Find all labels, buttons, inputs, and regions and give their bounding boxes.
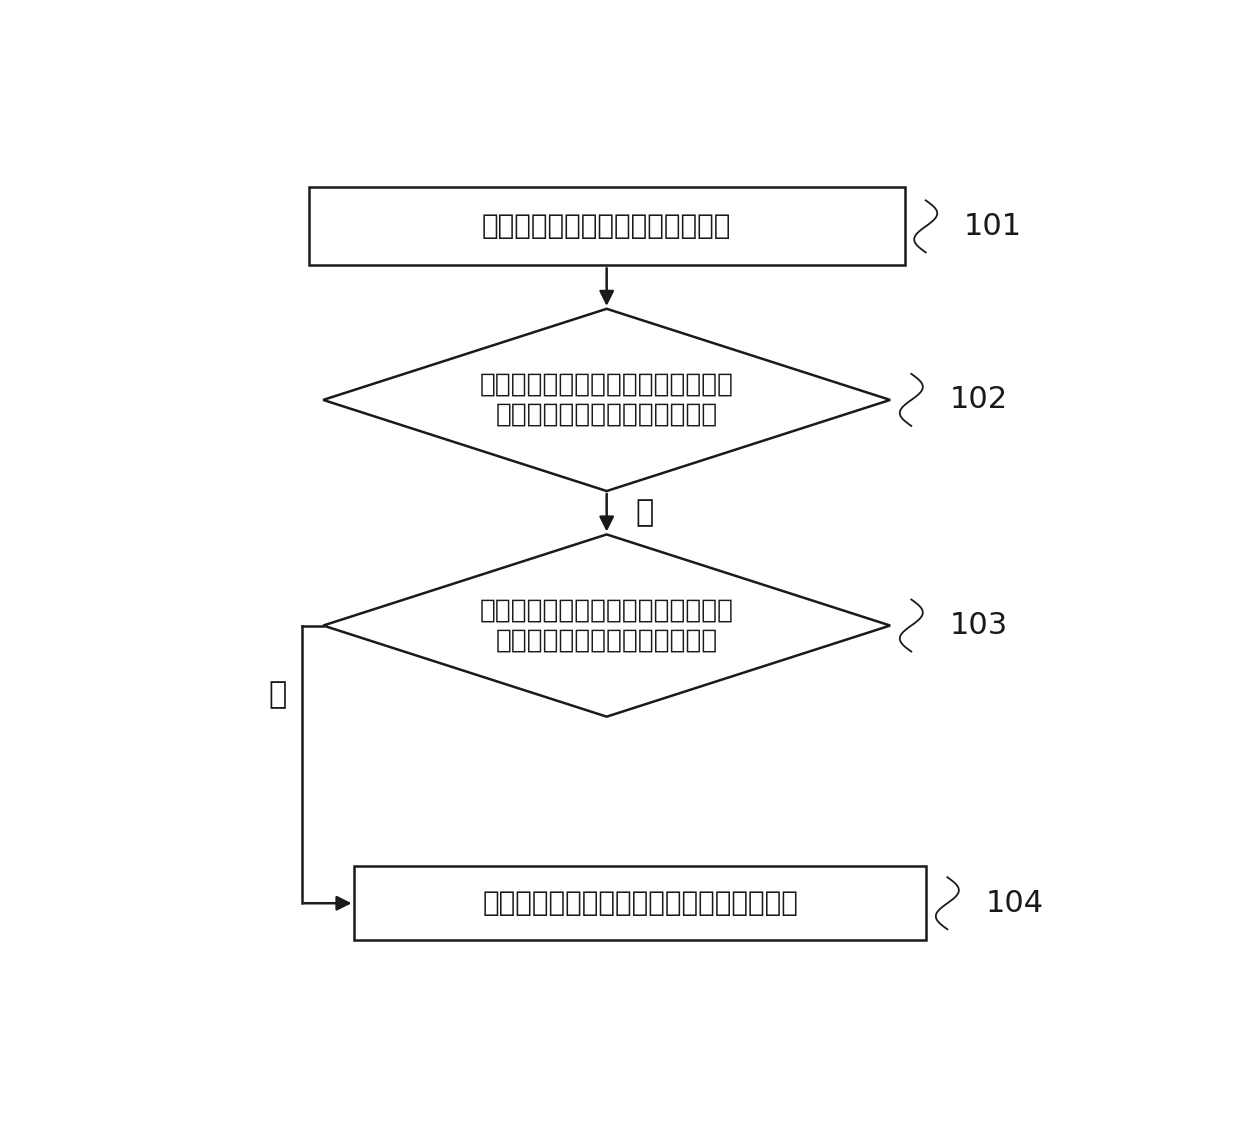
FancyBboxPatch shape: [355, 867, 926, 940]
Text: 101: 101: [965, 212, 1022, 241]
Text: 获取第一液位信号和第二液位信号: 获取第一液位信号和第二液位信号: [482, 212, 732, 240]
Text: 104: 104: [986, 889, 1044, 917]
Text: 102: 102: [950, 385, 1008, 415]
Text: 103: 103: [950, 611, 1008, 640]
Text: 根据湿平整液控制系统的参数信息，
判断第一液位信号是否出现故障: 根据湿平整液控制系统的参数信息， 判断第一液位信号是否出现故障: [480, 372, 734, 428]
Text: 否: 否: [268, 681, 286, 710]
Text: 通过第二液位信号控制湿平整液进出供液罐: 通过第二液位信号控制湿平整液进出供液罐: [482, 889, 799, 917]
Text: 根据湿平整液控制系统的参数信息，
判断第二液位信号是否出现故障: 根据湿平整液控制系统的参数信息， 判断第二液位信号是否出现故障: [480, 597, 734, 654]
FancyBboxPatch shape: [309, 187, 905, 265]
Polygon shape: [324, 534, 890, 717]
Text: 是: 是: [635, 498, 653, 527]
Polygon shape: [324, 309, 890, 491]
